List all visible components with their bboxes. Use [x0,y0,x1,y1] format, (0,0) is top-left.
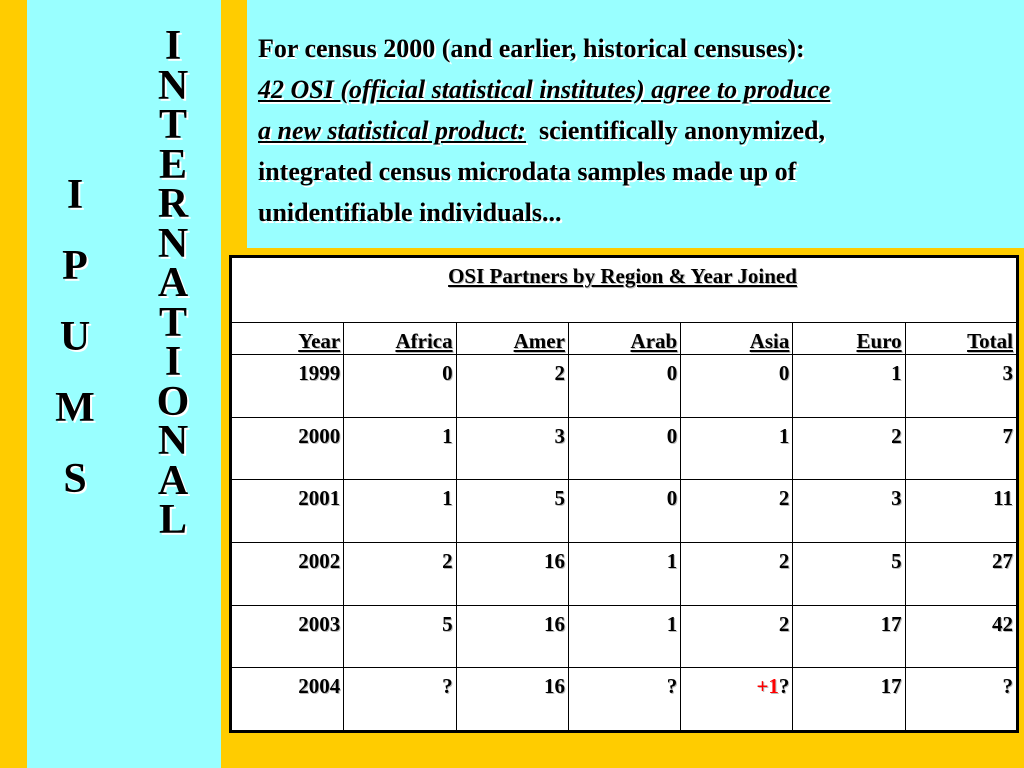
international-letter: R [157,181,189,227]
table-cell: 0 [567,479,682,543]
international-letter: I [164,339,182,385]
column-header: Total [904,322,1018,355]
international-letter: T [158,102,187,148]
data-table: OSI Partners by Region & Year Joined Yea… [230,257,1018,731]
intro-text: For census 2000 (and earlier, historical… [258,28,1018,233]
ipums-letter: S [63,456,87,502]
left-panel [27,0,221,768]
table-cell: 2 [680,541,794,606]
column-header: Amer [455,322,569,355]
table-cell: 0 [567,416,682,481]
table-cell: 3 [455,416,569,481]
table-row: 2000 1 3 0 1 2 7 [230,416,1018,481]
table-cell: 3 [792,479,906,543]
table-cell: 5 [455,479,569,543]
column-header: Arab [567,322,682,355]
intro-line: For census 2000 (and earlier, historical… [258,34,805,63]
table-cell: 0 [343,354,457,418]
international-letter: N [157,62,189,109]
table-cell: ? [343,667,457,731]
international-letter: N [157,220,189,267]
international-letter: N [157,418,189,464]
table-cell: 1 [567,541,682,606]
table-cell: 2 [680,604,794,669]
table-cell: 16 [455,667,569,731]
international-letter: I [164,23,182,69]
international-letter: T [158,299,187,346]
intro-line: 42 OSI (official statistical institutes)… [258,69,1018,110]
table-cell: 11 [904,479,1018,543]
table-cell: 16 [455,604,569,669]
table-cell: 42 [904,604,1018,669]
intro-text-rest: scientifically anonymized, [525,116,825,145]
osi-partners-table: OSI Partners by Region & Year Joined Yea… [229,255,1019,733]
ipums-letter: U [59,314,91,360]
table-cell: 5 [792,541,906,606]
ipums-letter: P [62,243,88,289]
table-caption: OSI Partners by Region & Year Joined [231,257,1017,323]
international-letter: L [158,497,187,543]
table-cell: 0 [680,354,794,418]
table-cell: 2 [792,416,906,481]
column-header: Year [230,322,345,355]
table-cell: 2000 [230,416,345,481]
table-row: 2002 2 16 1 2 5 27 [230,541,1018,606]
international-letter: E [158,141,187,188]
table-cell: 5 [343,604,457,669]
table-cell: 1 [343,479,457,543]
table-cell: 2004 [230,667,345,731]
table-cell: 0 [567,354,682,418]
table-cell-asia-2004: +1? [680,667,794,731]
table-cell: 16 [455,541,569,606]
international-vertical-title: I N T E R N A T I O N A L [145,23,201,543]
table-cell: 27 [904,541,1018,606]
table-cell: 2003 [230,604,345,669]
intro-emphasis: 42 OSI (official statistical institutes)… [258,75,831,104]
table-cell: 1 [792,354,906,418]
table-cell: 17 [792,667,906,731]
table-cell: 3 [904,354,1018,418]
top-panel [247,0,1024,248]
column-header: Euro [792,322,906,355]
table-cell: 1 [343,416,457,481]
international-letter: A [157,457,189,504]
international-letter: A [157,260,189,306]
table-cell: 17 [792,604,906,669]
column-header: Africa [343,322,457,355]
uncertain-mark: ? [778,674,790,699]
intro-line: unidentifiable individuals... [258,198,562,227]
table-header-row: Year Africa Amer Arab Asia Euro Total [230,322,1018,355]
table-cell: ? [904,667,1018,731]
ipums-letter: M [55,385,95,431]
table-cell: 1999 [230,354,345,418]
ipums-letter: I [66,172,84,218]
table-cell: ? [567,667,682,731]
international-letter: O [156,378,190,425]
table-row: 1999 0 2 0 0 1 3 [230,354,1018,418]
table-row: 2001 1 5 0 2 3 11 [230,479,1018,543]
table-cell: 1 [567,604,682,669]
ipums-vertical-title: I P U M S [45,160,105,515]
table-cell: 2002 [230,541,345,606]
table-cell: 2001 [230,479,345,543]
table-row: 2004 ? 16 ? +1? 17 ? [230,667,1018,731]
table-row: 2003 5 16 1 2 17 42 [230,604,1018,669]
table-cell: 7 [904,416,1018,481]
column-header: Asia [680,322,794,355]
table-cell: 2 [343,541,457,606]
highlight-value: +1 [756,674,779,699]
table-cell: 2 [680,479,794,543]
intro-line: a new statistical product: scientificall… [258,110,1018,151]
intro-emphasis: a new statistical product: [258,116,526,145]
intro-line: integrated census microdata samples made… [258,157,797,186]
table-cell: 1 [680,416,794,481]
table-cell: 2 [455,354,569,418]
